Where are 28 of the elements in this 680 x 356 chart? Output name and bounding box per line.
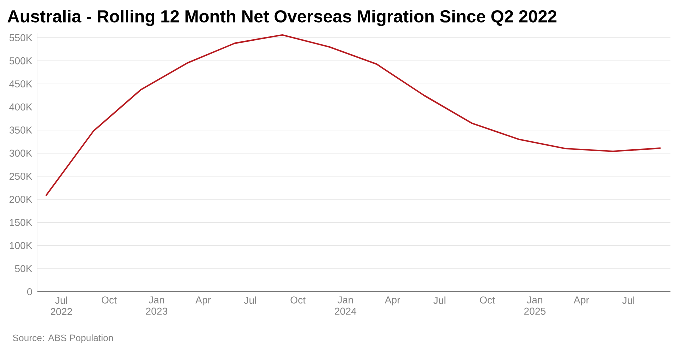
y-tick-label: 0 [27, 288, 32, 296]
x-tick-label: Jan 2024 [335, 296, 357, 316]
x-tick-label: Jan 2025 [524, 296, 546, 316]
line-series [45, 34, 662, 197]
y-tick-label: 200K [10, 196, 33, 204]
y-tick-label: 350K [10, 126, 33, 134]
x-tick-label: Oct [480, 296, 496, 304]
x-tick-label: Oct [290, 296, 306, 304]
y-tick-label: 250K [10, 172, 33, 180]
y-tick-label: 300K [10, 150, 33, 157]
x-tick-label: Apr [574, 296, 590, 306]
chart-title: Australia - Rolling 12 Month Net Overseas Migration Since Q2 2022 [8, 10, 557, 26]
x-tick-label: Jul [434, 296, 446, 304]
x-tick-label: Jan 2023 [146, 296, 168, 316]
y-tick-label: 50K [15, 265, 33, 272]
x-tick-label: Oct [102, 296, 117, 304]
x-tick-label: Jul [622, 296, 634, 304]
y-tick-label: 550K [10, 34, 33, 42]
y-tick-label: 100K [10, 242, 33, 250]
x-tick-label: Jul [244, 296, 256, 304]
y-tick-label: 450K [10, 80, 33, 88]
x-tick-label: Apr [196, 296, 212, 306]
y-tick-label: 150K [10, 219, 33, 226]
x-tick-label: Apr [385, 296, 400, 306]
y-tick-label: 400K [10, 104, 33, 111]
y-tick-label: 500K [10, 58, 33, 65]
source-note: Source: ABS Population [13, 334, 114, 344]
x-tick-label: Jul 2022 [51, 296, 72, 316]
